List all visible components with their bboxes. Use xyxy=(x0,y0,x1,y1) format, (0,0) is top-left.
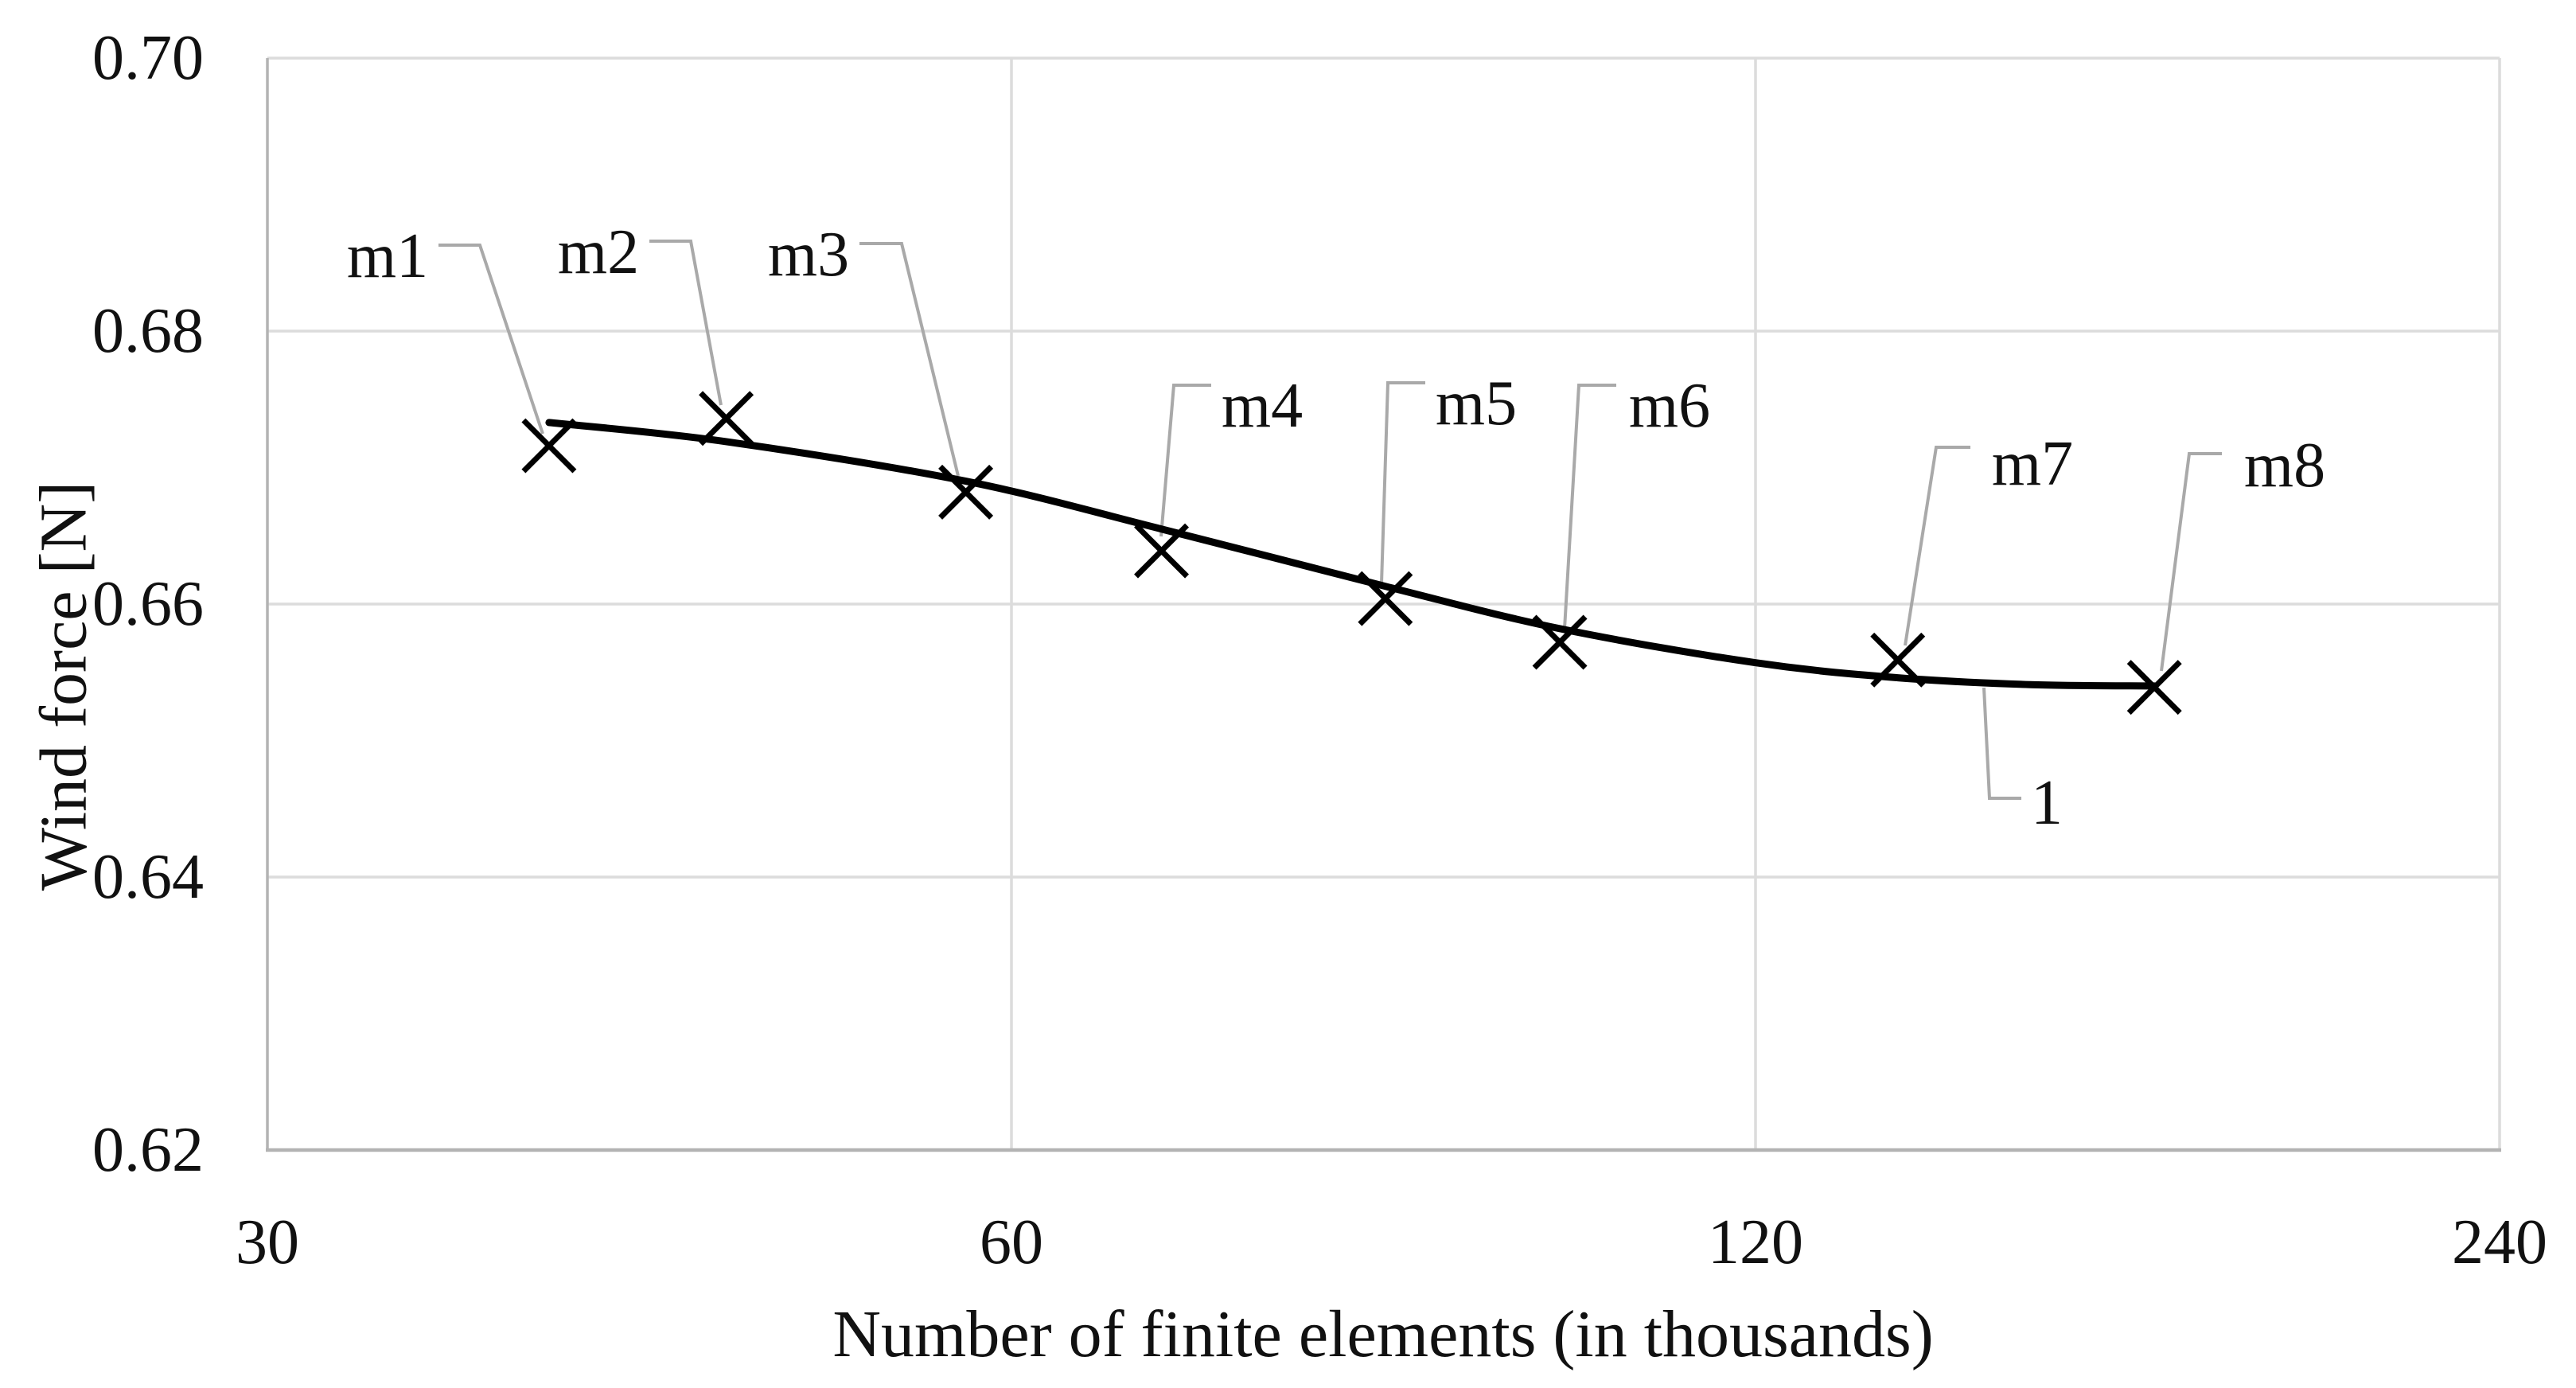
x-marker-m3 xyxy=(938,464,994,520)
leader-m4 xyxy=(1159,384,1211,537)
annotation-label-1: 1 xyxy=(2031,768,2063,838)
x-tick-label-60: 60 xyxy=(980,1207,1043,1277)
x-marker-m6 xyxy=(1532,614,1588,670)
annotation-label-m3: m3 xyxy=(768,220,849,290)
annotation-label-m5: m5 xyxy=(1436,368,1517,439)
leader-m6 xyxy=(1563,384,1616,630)
leader-m2 xyxy=(649,240,723,406)
x-tick-label-120: 120 xyxy=(1708,1207,1803,1277)
annotation-label-m8: m8 xyxy=(2244,431,2325,501)
y-tick-label-0.68: 0.68 xyxy=(92,296,204,366)
annotation-label-m4: m4 xyxy=(1222,371,1303,441)
annotation-label-m2: m2 xyxy=(558,217,639,287)
x-axis-title: Number of finite elements (in thousands) xyxy=(832,1297,1934,1371)
trendline-curve xyxy=(545,419,2158,690)
annotation-label-m7: m7 xyxy=(1992,429,2073,499)
x-marker-m4 xyxy=(1134,523,1190,579)
y-tick-label-0.64: 0.64 xyxy=(92,842,204,912)
y-tick-label-0.70: 0.70 xyxy=(92,23,204,93)
annotation-label-m6: m6 xyxy=(1629,371,1710,441)
y-tick-label-0.62: 0.62 xyxy=(92,1115,204,1185)
y-tick-label-0.66: 0.66 xyxy=(92,569,204,639)
leader-m5 xyxy=(1380,381,1425,584)
x-marker-m5 xyxy=(1358,571,1413,626)
x-marker-m2 xyxy=(699,391,754,446)
x-tick-label-30: 30 xyxy=(236,1207,299,1277)
x-tick-label-240: 240 xyxy=(2452,1207,2547,1277)
leader-m1 xyxy=(438,244,544,435)
leader-m7 xyxy=(1904,446,1970,646)
x-marker-m8 xyxy=(2126,660,2182,715)
leader-m3 xyxy=(859,242,960,477)
annotation-label-m1: m1 xyxy=(347,221,428,291)
x-marker-m1 xyxy=(521,418,577,474)
y-axis-title: Wind force [N] xyxy=(26,481,101,891)
x-marker-m7 xyxy=(1870,632,1926,688)
leader-1 xyxy=(1982,687,2021,800)
leader-m8 xyxy=(2160,452,2222,672)
